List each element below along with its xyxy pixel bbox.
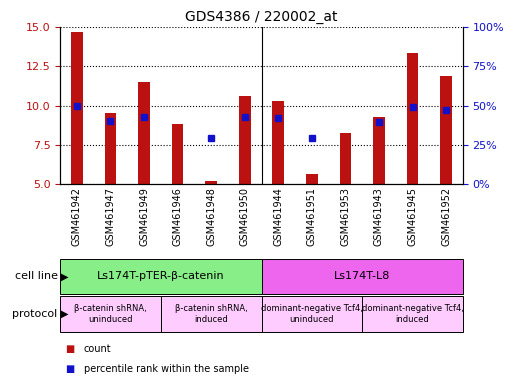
- Text: ■: ■: [65, 344, 75, 354]
- Bar: [262, 259, 463, 294]
- Text: protocol: protocol: [12, 309, 58, 319]
- Text: percentile rank within the sample: percentile rank within the sample: [84, 364, 248, 374]
- Text: dominant-negative Tcf4,
uninduced: dominant-negative Tcf4, uninduced: [261, 304, 363, 324]
- Bar: [172, 124, 184, 184]
- Bar: [206, 181, 217, 184]
- Bar: [71, 31, 83, 184]
- Bar: [60, 296, 161, 332]
- Bar: [262, 296, 362, 332]
- Bar: [339, 133, 351, 184]
- Bar: [272, 101, 284, 184]
- Bar: [440, 76, 452, 184]
- Text: count: count: [84, 344, 111, 354]
- Bar: [105, 114, 116, 184]
- Text: ▶: ▶: [61, 271, 69, 281]
- Bar: [362, 296, 463, 332]
- Bar: [60, 259, 262, 294]
- Text: β-catenin shRNA,
uninduced: β-catenin shRNA, uninduced: [74, 304, 147, 324]
- Text: dominant-negative Tcf4,
induced: dominant-negative Tcf4, induced: [361, 304, 463, 324]
- Bar: [161, 296, 262, 332]
- Text: ■: ■: [65, 364, 75, 374]
- Bar: [138, 82, 150, 184]
- Text: β-catenin shRNA,
induced: β-catenin shRNA, induced: [175, 304, 247, 324]
- Bar: [306, 174, 317, 184]
- Text: GDS4386 / 220002_at: GDS4386 / 220002_at: [185, 10, 338, 23]
- Bar: [239, 96, 251, 184]
- Text: Ls174T-L8: Ls174T-L8: [334, 271, 390, 281]
- Text: Ls174T-pTER-β-catenin: Ls174T-pTER-β-catenin: [97, 271, 225, 281]
- Text: ▶: ▶: [61, 309, 69, 319]
- Bar: [407, 53, 418, 184]
- Bar: [373, 118, 385, 184]
- Text: cell line: cell line: [15, 271, 58, 281]
